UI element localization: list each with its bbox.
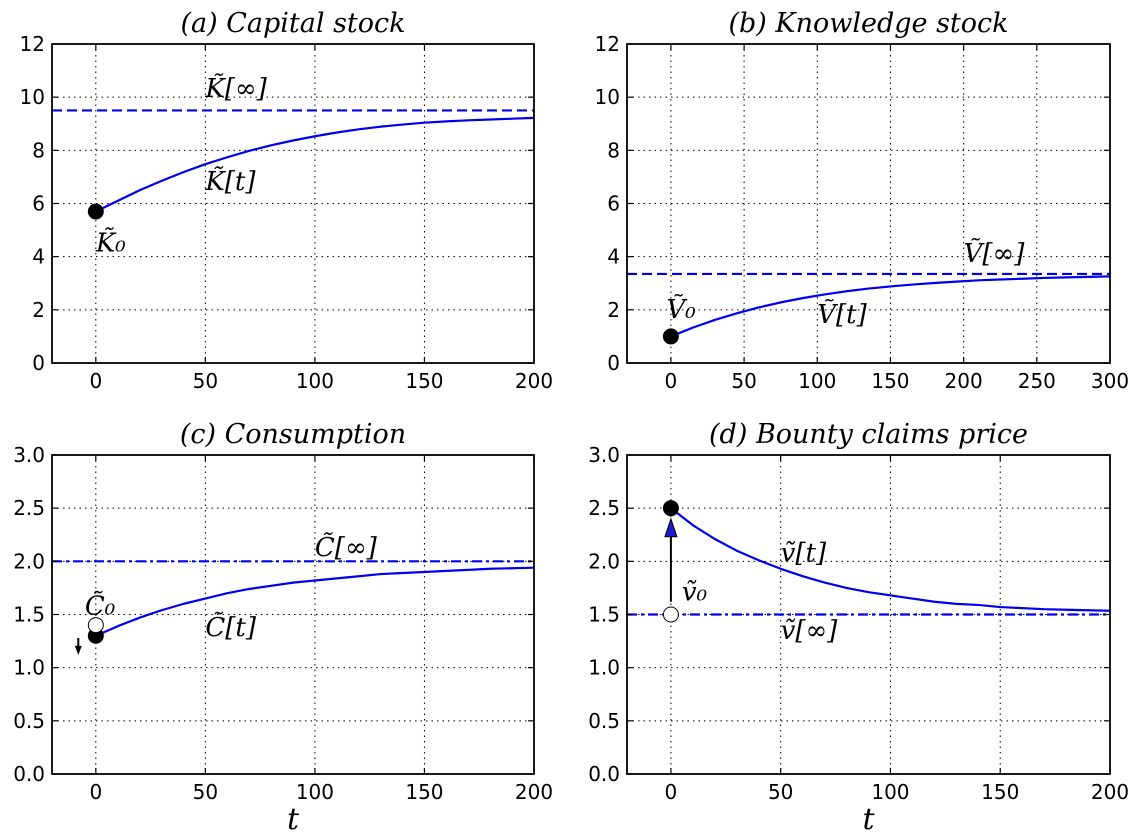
x-tick-label: 200 bbox=[515, 780, 553, 804]
y-tick-label: 2.5 bbox=[13, 496, 45, 520]
x-tick-label: 0 bbox=[89, 369, 102, 393]
x-tick-label: 100 bbox=[296, 369, 334, 393]
y-tick-label: 12 bbox=[20, 32, 45, 56]
y-tick-label: 0.5 bbox=[13, 709, 45, 733]
initial-point bbox=[662, 500, 679, 517]
y-tick-label: 2 bbox=[607, 298, 620, 322]
y-tick-label: 4 bbox=[32, 245, 45, 269]
curve-annotation: C̃[∞] bbox=[315, 532, 378, 563]
y-tick-label: 10 bbox=[595, 85, 620, 109]
y-tick-label: 2.0 bbox=[13, 549, 45, 573]
x-tick-label: 0 bbox=[665, 369, 678, 393]
y-tick-label: 1.5 bbox=[13, 603, 45, 627]
panel-knowledge: 0 50 100 150 200 250 300 0 2 4 6 8 10 12 (b) Knowledge… bbox=[595, 8, 1130, 393]
curve-annotation: ṽ[∞] bbox=[781, 616, 838, 646]
y-tick-label: 0 bbox=[607, 351, 620, 375]
curve-annotation: C̃₀ bbox=[85, 591, 116, 622]
curve-annotation: K̃[∞] bbox=[204, 73, 267, 104]
initial-point bbox=[87, 203, 104, 220]
x-tick-label: 250 bbox=[1018, 369, 1056, 393]
jump-arrowhead bbox=[664, 517, 678, 538]
series-line bbox=[670, 507, 1111, 612]
x-tick-label: 100 bbox=[871, 780, 909, 804]
series-line bbox=[670, 275, 1111, 338]
x-tick-label: 0 bbox=[89, 780, 102, 804]
x-tick-label: 50 bbox=[193, 780, 218, 804]
y-tick-label: 2.0 bbox=[588, 549, 620, 573]
x-tick-label: 150 bbox=[871, 369, 909, 393]
x-tick-label: 200 bbox=[1091, 780, 1129, 804]
y-tick-label: 0.0 bbox=[13, 762, 45, 786]
open-point bbox=[662, 606, 679, 623]
y-tick-label: 4 bbox=[607, 245, 620, 269]
x-tick-label: 100 bbox=[798, 369, 836, 393]
y-tick-label: 3.0 bbox=[13, 443, 45, 467]
y-tick-label: 12 bbox=[595, 32, 620, 56]
x-tick-label: 150 bbox=[981, 780, 1019, 804]
x-axis-label: t bbox=[862, 802, 875, 832]
x-tick-label: 100 bbox=[296, 780, 334, 804]
y-tick-label: 2.5 bbox=[588, 496, 620, 520]
open-point bbox=[87, 617, 104, 634]
panel-title: (b) Knowledge stock bbox=[728, 8, 1008, 39]
y-tick-label: 8 bbox=[607, 138, 620, 162]
y-tick-label: 6 bbox=[607, 192, 620, 216]
series-line bbox=[95, 116, 535, 213]
x-tick-label: 300 bbox=[1091, 369, 1129, 393]
y-tick-label: 3.0 bbox=[588, 443, 620, 467]
jump-arrowhead bbox=[74, 645, 82, 655]
curve-annotation: Ṽ[t] bbox=[817, 298, 867, 330]
curve-annotation: ṽ₀ bbox=[682, 578, 708, 608]
y-tick-label: 2 bbox=[32, 298, 45, 322]
x-tick-label: 50 bbox=[768, 780, 793, 804]
y-tick-label: 0.5 bbox=[588, 709, 620, 733]
panel-title: (a) Capital stock bbox=[180, 8, 405, 39]
x-tick-label: 0 bbox=[665, 780, 678, 804]
panel-capital: 0 50 100 150 200 0 2 4 6 8 10 12 (a) Capital stock K̃… bbox=[20, 8, 554, 393]
curve-annotation: Ṽ₀ bbox=[667, 293, 697, 325]
x-tick-label: 150 bbox=[405, 369, 443, 393]
x-tick-label: 50 bbox=[193, 369, 218, 393]
y-tick-label: 1.0 bbox=[588, 656, 620, 680]
panel-title: (c) Consumption bbox=[180, 419, 406, 450]
y-tick-label: 0 bbox=[32, 351, 45, 375]
x-axis-label: t bbox=[287, 802, 300, 832]
x-tick-label: 50 bbox=[731, 369, 756, 393]
x-tick-label: 150 bbox=[405, 780, 443, 804]
x-tick-label: 200 bbox=[945, 369, 983, 393]
y-tick-label: 0.0 bbox=[588, 762, 620, 786]
y-tick-label: 10 bbox=[20, 85, 45, 109]
panel-consumption: 0 50 100 150 200 0.0 0.5 1.0 1.5 2.0 2.5 3.0 (c) Con… bbox=[13, 419, 553, 832]
x-tick-label: 200 bbox=[515, 369, 553, 393]
y-tick-label: 8 bbox=[32, 138, 45, 162]
panel-bounty: 0 50 100 150 200 0.0 0.5 1.0 1.5 2.0 2.5 3.0 (d) Bou… bbox=[588, 419, 1129, 832]
curve-annotation: K̃[t] bbox=[204, 166, 256, 197]
y-tick-label: 6 bbox=[32, 192, 45, 216]
y-tick-label: 1.0 bbox=[13, 656, 45, 680]
curve-annotation: ṽ[t] bbox=[781, 538, 827, 568]
y-tick-label: 1.5 bbox=[588, 603, 620, 627]
curve-annotation: C̃[t] bbox=[205, 612, 256, 643]
initial-point bbox=[662, 328, 679, 345]
series-line bbox=[95, 566, 535, 637]
curve-annotation: K̃₀ bbox=[95, 228, 126, 259]
panel-title: (d) Bounty claims price bbox=[709, 419, 1028, 450]
curve-annotation: Ṽ[∞] bbox=[964, 237, 1026, 269]
